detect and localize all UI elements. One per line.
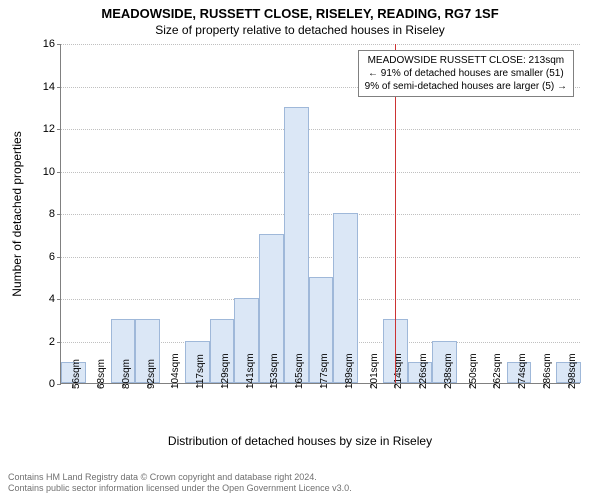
y-tick-mark — [57, 172, 61, 173]
gridline — [61, 257, 580, 258]
x-tick-label: 104sqm — [170, 353, 181, 389]
x-tick-label: 129sqm — [220, 353, 231, 389]
gridline — [61, 214, 580, 215]
y-tick-mark — [57, 129, 61, 130]
y-tick-label: 10 — [43, 166, 55, 178]
gridline — [61, 172, 580, 173]
x-tick-label: 262sqm — [492, 353, 503, 389]
chart-plot-wrap: 024681012141656sqm68sqm80sqm92sqm104sqm1… — [60, 44, 580, 384]
x-tick-label: 238sqm — [443, 353, 454, 389]
annotation-box: MEADOWSIDE RUSSETT CLOSE: 213sqm← 91% of… — [358, 50, 574, 97]
plot-area: 024681012141656sqm68sqm80sqm92sqm104sqm1… — [60, 44, 580, 384]
x-tick-label: 153sqm — [269, 353, 280, 389]
y-tick-mark — [57, 214, 61, 215]
y-tick-mark — [57, 87, 61, 88]
x-tick-label: 56sqm — [71, 359, 82, 389]
y-tick-label: 4 — [49, 293, 55, 305]
x-tick-label: 80sqm — [121, 359, 132, 389]
x-tick-label: 165sqm — [294, 353, 305, 389]
annotation-line-2: ← 91% of detached houses are smaller (51… — [365, 67, 567, 80]
x-tick-label: 141sqm — [245, 353, 256, 389]
y-tick-label: 14 — [43, 81, 55, 93]
annotation-line-1: MEADOWSIDE RUSSETT CLOSE: 213sqm — [365, 54, 567, 67]
x-tick-label: 177sqm — [319, 353, 330, 389]
x-tick-label: 189sqm — [344, 353, 355, 389]
annotation-line-3: 9% of semi-detached houses are larger (5… — [365, 80, 567, 93]
y-tick-mark — [57, 384, 61, 385]
y-tick-mark — [57, 299, 61, 300]
y-tick-label: 8 — [49, 208, 55, 220]
y-tick-mark — [57, 257, 61, 258]
x-tick-label: 226sqm — [418, 353, 429, 389]
y-tick-mark — [57, 342, 61, 343]
gridline — [61, 129, 580, 130]
chart-container: MEADOWSIDE, RUSSETT CLOSE, RISELEY, READ… — [0, 0, 600, 500]
chart-title: MEADOWSIDE, RUSSETT CLOSE, RISELEY, READ… — [0, 0, 600, 21]
y-axis-label: Number of detached properties — [10, 131, 24, 296]
y-tick-label: 0 — [49, 378, 55, 390]
x-tick-label: 250sqm — [468, 353, 479, 389]
histogram-bar — [284, 107, 309, 383]
x-axis-label: Distribution of detached houses by size … — [0, 434, 600, 448]
x-tick-label: 201sqm — [369, 353, 380, 389]
y-tick-mark — [57, 44, 61, 45]
y-tick-label: 16 — [43, 38, 55, 50]
y-tick-label: 6 — [49, 251, 55, 263]
y-tick-label: 12 — [43, 123, 55, 135]
gridline — [61, 44, 580, 45]
chart-subtitle: Size of property relative to detached ho… — [0, 23, 600, 37]
footer-attribution: Contains HM Land Registry data © Crown c… — [8, 472, 352, 495]
footer-line-1: Contains HM Land Registry data © Crown c… — [8, 472, 352, 483]
x-tick-label: 286sqm — [542, 353, 553, 389]
y-tick-label: 2 — [49, 336, 55, 348]
footer-line-2: Contains public sector information licen… — [8, 483, 352, 494]
x-tick-label: 117sqm — [195, 354, 206, 389]
x-tick-label: 92sqm — [146, 359, 157, 389]
x-tick-label: 274sqm — [517, 353, 528, 389]
x-tick-label: 68sqm — [96, 359, 107, 389]
x-tick-label: 298sqm — [567, 353, 578, 389]
